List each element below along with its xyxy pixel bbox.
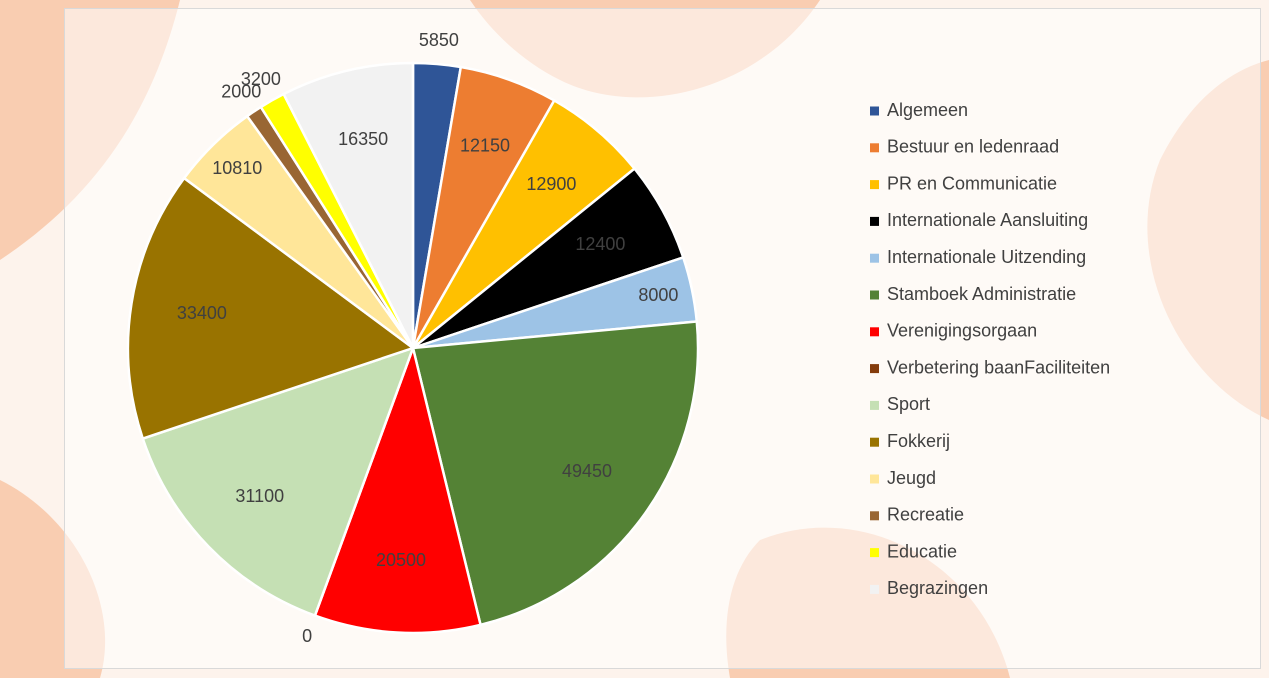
legend-swatch <box>870 106 879 116</box>
data-label: 12900 <box>526 174 576 194</box>
legend-label: Jeugd <box>887 468 936 488</box>
data-label: 10810 <box>212 158 262 178</box>
data-label: 12150 <box>460 135 510 155</box>
legend-label: Recreatie <box>887 505 964 525</box>
data-label: 12400 <box>575 234 625 254</box>
data-label: 8000 <box>638 285 678 305</box>
legend-swatch <box>870 327 879 337</box>
legend-label: Stamboek Administratie <box>887 284 1076 304</box>
pie-slice <box>313 343 483 635</box>
pie-slice <box>126 176 416 441</box>
legend-swatch <box>870 216 879 226</box>
data-label: 49450 <box>562 461 612 481</box>
legend-swatch <box>870 584 879 594</box>
legend-swatch <box>870 290 879 300</box>
legend-swatch <box>870 474 879 484</box>
pie-slice <box>141 345 416 618</box>
legend-swatch <box>870 253 879 263</box>
pie-slice <box>281 61 415 349</box>
legend-label: Educatie <box>887 541 957 561</box>
legend-label: PR en Communicatie <box>887 173 1057 193</box>
data-label: 0 <box>302 626 312 646</box>
legend-swatch <box>870 364 879 374</box>
data-label: 5850 <box>419 30 459 50</box>
legend-label: Internationale Uitzending <box>887 247 1086 267</box>
data-label: 3200 <box>241 69 281 89</box>
legend-swatch <box>870 548 879 558</box>
legend-label: Verenigingsorgaan <box>887 321 1037 341</box>
legend-swatch <box>870 400 879 410</box>
legend-swatch <box>870 511 879 521</box>
legend-label: Internationale Aansluiting <box>887 210 1088 230</box>
legend-label: Verbetering baanFaciliteiten <box>887 357 1110 377</box>
pie-slice <box>411 320 700 627</box>
legend-swatch <box>870 143 879 153</box>
legend-label: Fokkerij <box>887 431 950 451</box>
data-label: 20500 <box>376 550 426 570</box>
data-label: 33400 <box>177 303 227 323</box>
data-label: 2000 <box>221 81 261 101</box>
legend-label: Sport <box>887 394 930 414</box>
legend-label: Algemeen <box>887 100 968 120</box>
legend-swatch <box>870 180 879 190</box>
legend-swatch <box>870 437 879 447</box>
legend-label: Begrazingen <box>887 578 988 598</box>
legend-label: Bestuur en ledenraad <box>887 137 1059 157</box>
data-label: 16350 <box>338 129 388 149</box>
data-label: 31100 <box>235 486 284 506</box>
